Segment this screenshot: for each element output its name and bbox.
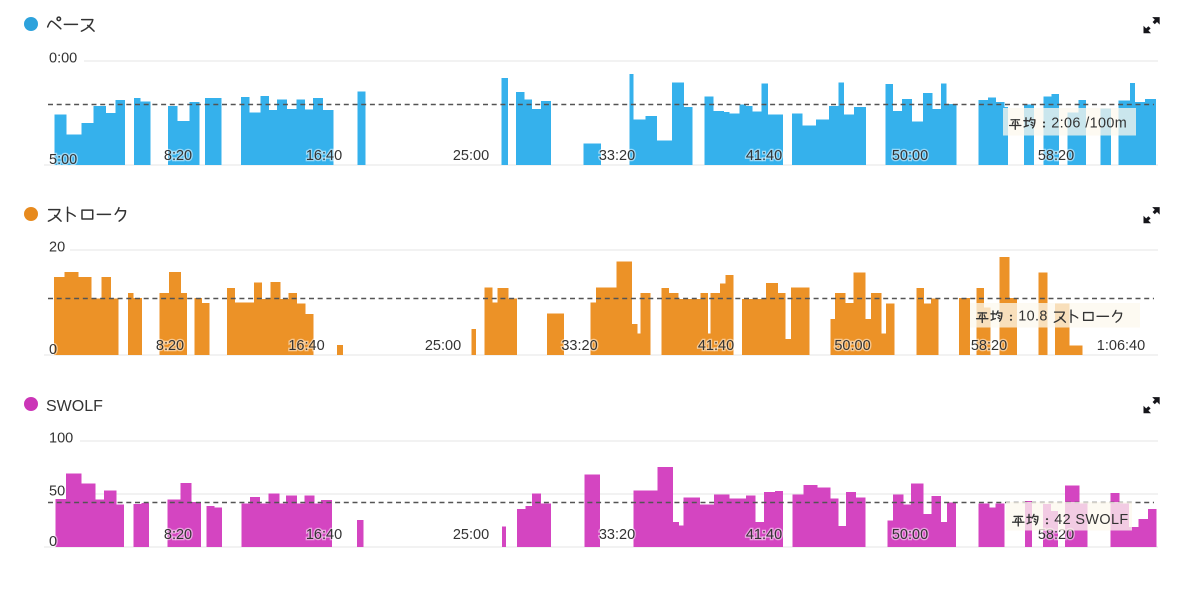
svg-text:0: 0 <box>49 342 57 358</box>
svg-text:50:00: 50:00 <box>892 527 928 543</box>
svg-text:50:00: 50:00 <box>892 148 928 164</box>
svg-text:16:40: 16:40 <box>306 148 342 164</box>
svg-text:33:20: 33:20 <box>599 148 635 164</box>
svg-text:2:06 /100m: 2:06 /100m <box>1051 115 1127 131</box>
svg-text:16:40: 16:40 <box>288 338 324 354</box>
svg-text:50:00: 50:00 <box>834 338 870 354</box>
svg-text:41:40: 41:40 <box>698 338 734 354</box>
svg-text:10.8: 10.8 <box>1018 309 1048 325</box>
svg-text:33:20: 33:20 <box>561 338 597 354</box>
svg-text:50: 50 <box>49 484 65 500</box>
svg-text:0:00: 0:00 <box>49 51 77 67</box>
svg-text:33:20: 33:20 <box>599 527 635 543</box>
svg-text:42 SWOLF: 42 SWOLF <box>1054 512 1128 528</box>
svg-text:58:20: 58:20 <box>1038 148 1074 164</box>
svg-text:20: 20 <box>49 240 65 256</box>
svg-text:8:20: 8:20 <box>164 148 192 164</box>
svg-text:0: 0 <box>49 534 57 550</box>
svg-text:1:06:40: 1:06:40 <box>1097 338 1145 354</box>
svg-text:25:00: 25:00 <box>453 148 489 164</box>
svg-text:41:40: 41:40 <box>746 527 782 543</box>
svg-text:16:40: 16:40 <box>306 527 342 543</box>
svg-text:58:20: 58:20 <box>971 338 1007 354</box>
svg-text:8:20: 8:20 <box>164 527 192 543</box>
svg-text:100: 100 <box>49 431 73 447</box>
svg-text:5:00: 5:00 <box>49 152 77 168</box>
svg-text:25:00: 25:00 <box>425 338 461 354</box>
svg-text:SWOLF: SWOLF <box>46 398 103 415</box>
svg-text:25:00: 25:00 <box>453 527 489 543</box>
svg-text:8:20: 8:20 <box>156 338 184 354</box>
svg-text:41:40: 41:40 <box>746 148 782 164</box>
